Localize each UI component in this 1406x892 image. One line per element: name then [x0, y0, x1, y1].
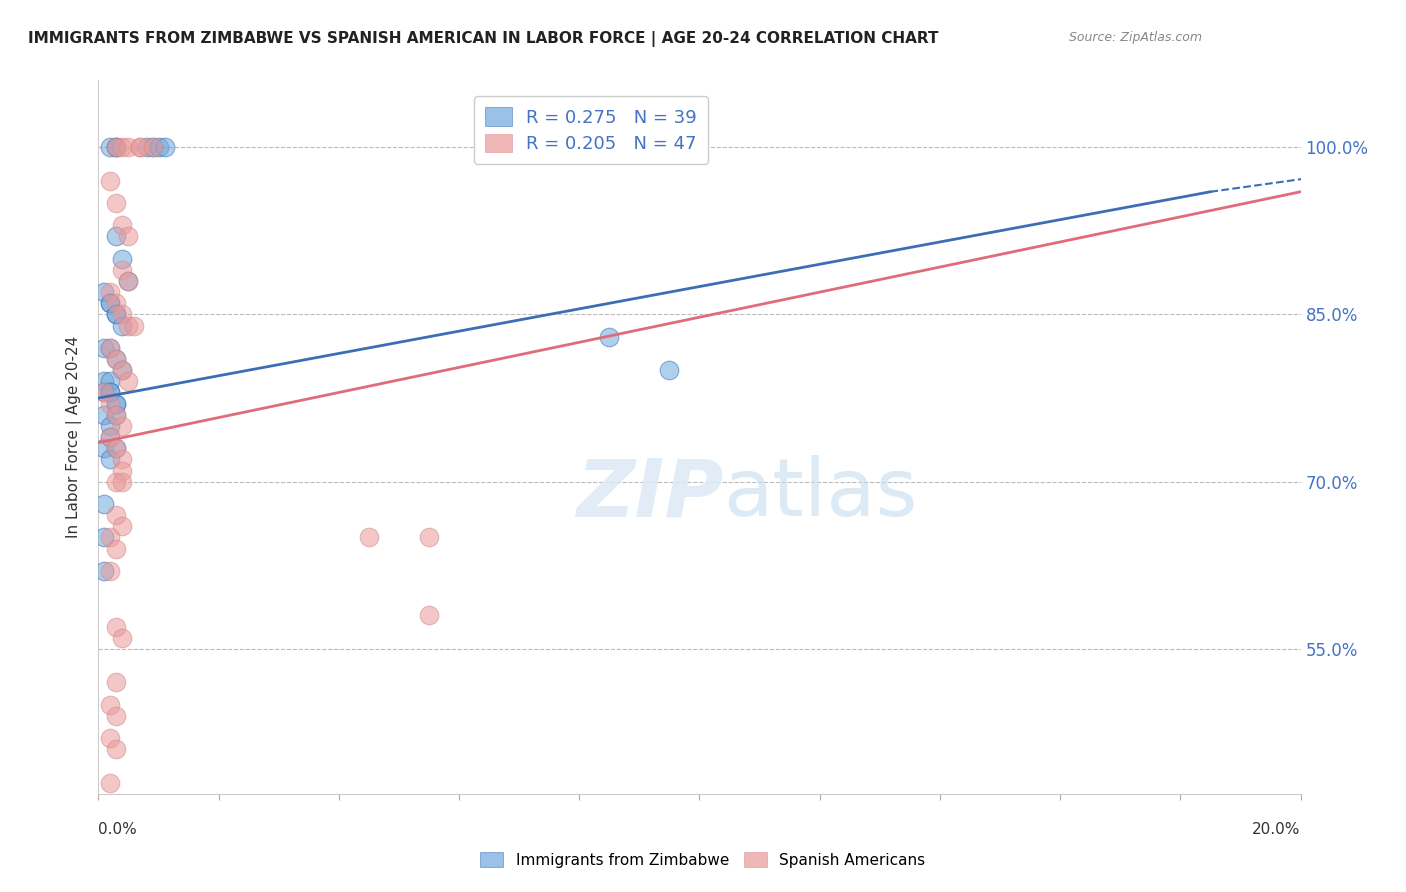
- Point: [141, 140, 163, 154]
- Point: [658, 363, 681, 377]
- Point: [100, 385, 122, 400]
- Point: [105, 397, 128, 411]
- Point: [105, 708, 128, 723]
- Point: [105, 475, 128, 489]
- Point: [105, 442, 128, 456]
- Point: [100, 140, 122, 154]
- Point: [105, 140, 128, 154]
- Point: [105, 308, 128, 322]
- Legend: Immigrants from Zimbabwe, Spanish Americans: Immigrants from Zimbabwe, Spanish Americ…: [474, 846, 932, 873]
- Point: [100, 341, 122, 355]
- Point: [111, 519, 134, 533]
- Point: [93, 530, 115, 544]
- Point: [418, 530, 440, 544]
- Point: [105, 196, 128, 211]
- Point: [117, 140, 139, 154]
- Point: [111, 631, 134, 645]
- Point: [93, 385, 115, 400]
- Point: [105, 296, 128, 310]
- Point: [105, 229, 128, 244]
- Point: [111, 363, 134, 377]
- Point: [105, 397, 128, 411]
- Point: [105, 541, 128, 556]
- Point: [100, 731, 122, 746]
- Point: [111, 308, 134, 322]
- Text: ZIP: ZIP: [576, 455, 724, 533]
- Point: [141, 140, 163, 154]
- Point: [93, 442, 115, 456]
- Point: [124, 318, 146, 333]
- Point: [100, 564, 122, 578]
- Point: [100, 776, 122, 790]
- Point: [105, 352, 128, 367]
- Point: [100, 296, 122, 310]
- Point: [93, 497, 115, 511]
- Point: [129, 140, 152, 154]
- Point: [100, 375, 122, 389]
- Point: [100, 419, 122, 434]
- Point: [100, 174, 122, 188]
- Point: [105, 408, 128, 422]
- Point: [111, 219, 134, 233]
- Point: [135, 140, 157, 154]
- Point: [111, 464, 134, 478]
- Text: 0.0%: 0.0%: [98, 822, 138, 837]
- Point: [93, 341, 115, 355]
- Y-axis label: In Labor Force | Age 20-24: In Labor Force | Age 20-24: [66, 336, 83, 538]
- Point: [129, 140, 152, 154]
- Point: [100, 530, 122, 544]
- Point: [93, 385, 115, 400]
- Point: [357, 530, 380, 544]
- Point: [111, 318, 134, 333]
- Point: [105, 442, 128, 456]
- Point: [100, 698, 122, 712]
- Point: [105, 742, 128, 756]
- Point: [100, 341, 122, 355]
- Point: [111, 419, 134, 434]
- Point: [111, 140, 134, 154]
- Point: [105, 620, 128, 634]
- Point: [153, 140, 176, 154]
- Point: [117, 229, 139, 244]
- Point: [100, 430, 122, 444]
- Point: [117, 274, 139, 288]
- Point: [117, 375, 139, 389]
- Point: [100, 397, 122, 411]
- Point: [418, 608, 440, 623]
- Point: [117, 318, 139, 333]
- Point: [598, 330, 620, 344]
- Point: [93, 375, 115, 389]
- Point: [93, 408, 115, 422]
- Point: [105, 408, 128, 422]
- Point: [100, 385, 122, 400]
- Point: [105, 352, 128, 367]
- Point: [105, 508, 128, 523]
- Point: [93, 564, 115, 578]
- Legend: R = 0.275   N = 39, R = 0.205   N = 47: R = 0.275 N = 39, R = 0.205 N = 47: [474, 96, 709, 164]
- Point: [105, 140, 128, 154]
- Point: [111, 475, 134, 489]
- Point: [111, 263, 134, 277]
- Point: [111, 363, 134, 377]
- Text: 20.0%: 20.0%: [1253, 822, 1301, 837]
- Text: IMMIGRANTS FROM ZIMBABWE VS SPANISH AMERICAN IN LABOR FORCE | AGE 20-24 CORRELAT: IMMIGRANTS FROM ZIMBABWE VS SPANISH AMER…: [28, 31, 939, 47]
- Point: [100, 430, 122, 444]
- Point: [105, 140, 128, 154]
- Text: Source: ZipAtlas.com: Source: ZipAtlas.com: [1069, 31, 1202, 45]
- Point: [111, 252, 134, 266]
- Point: [100, 296, 122, 310]
- Text: atlas: atlas: [724, 455, 918, 533]
- Point: [148, 140, 170, 154]
- Point: [111, 452, 134, 467]
- Point: [100, 285, 122, 300]
- Point: [105, 308, 128, 322]
- Point: [105, 675, 128, 690]
- Point: [117, 274, 139, 288]
- Point: [100, 452, 122, 467]
- Point: [93, 285, 115, 300]
